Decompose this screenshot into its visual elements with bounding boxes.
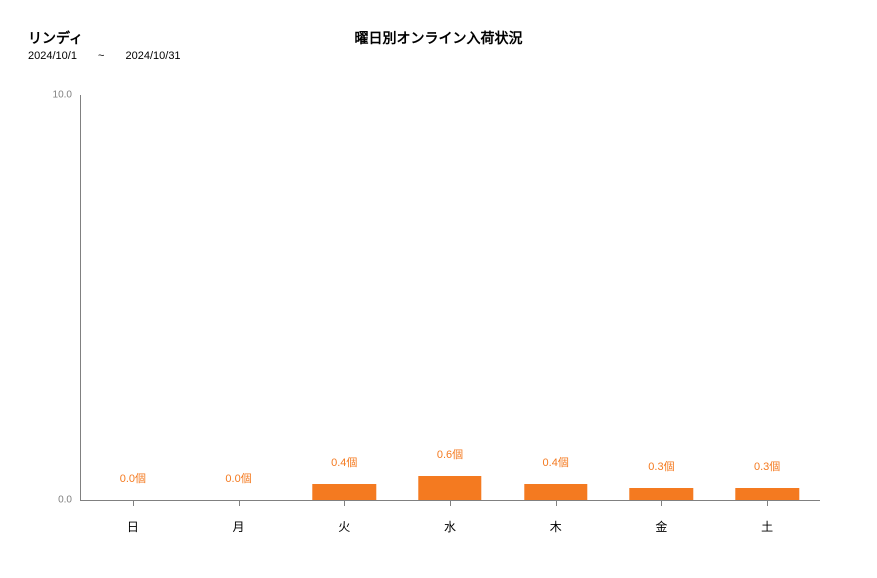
x-tick-mark [133, 500, 134, 506]
bar [524, 484, 587, 500]
y-tick-label: 0.0 [58, 495, 72, 506]
bar [735, 488, 798, 500]
page: リンディ 2024/10/1 ~ 2024/10/31 曜日別オンライン入荷状況… [0, 0, 877, 578]
x-category-label: 水 [444, 518, 456, 535]
x-tick-mark [661, 500, 662, 506]
bar [630, 488, 693, 500]
bar-value-label: 0.4個 [543, 454, 569, 470]
bar-value-label: 0.3個 [754, 458, 780, 474]
bar-value-label: 0.4個 [331, 454, 357, 470]
chart-title: 曜日別オンライン入荷状況 [0, 28, 877, 48]
x-category-label: 月 [233, 518, 245, 535]
chart-plot-area: 0.010.0日0.0個月0.0個火0.4個水0.6個木0.4個金0.3個土0.… [80, 95, 820, 500]
date-start: 2024/10/1 [28, 50, 77, 62]
x-tick-mark [450, 500, 451, 506]
y-tick-label: 10.0 [53, 90, 72, 101]
date-separator: ~ [98, 50, 104, 62]
x-tick-mark [344, 500, 345, 506]
x-tick-mark [239, 500, 240, 506]
date-range: 2024/10/1 ~ 2024/10/31 [28, 50, 181, 62]
y-axis [80, 95, 81, 500]
x-category-label: 土 [761, 518, 773, 535]
bar-value-label: 0.0個 [120, 470, 146, 486]
bar [418, 476, 481, 500]
x-category-label: 木 [550, 518, 562, 535]
bar-value-label: 0.3個 [648, 458, 674, 474]
x-category-label: 日 [127, 518, 139, 535]
date-end: 2024/10/31 [126, 50, 181, 62]
x-tick-mark [767, 500, 768, 506]
bar [313, 484, 376, 500]
bar-value-label: 0.0個 [225, 470, 251, 486]
x-category-label: 火 [338, 518, 350, 535]
x-tick-mark [556, 500, 557, 506]
bar-value-label: 0.6個 [437, 446, 463, 462]
x-category-label: 金 [655, 518, 667, 535]
